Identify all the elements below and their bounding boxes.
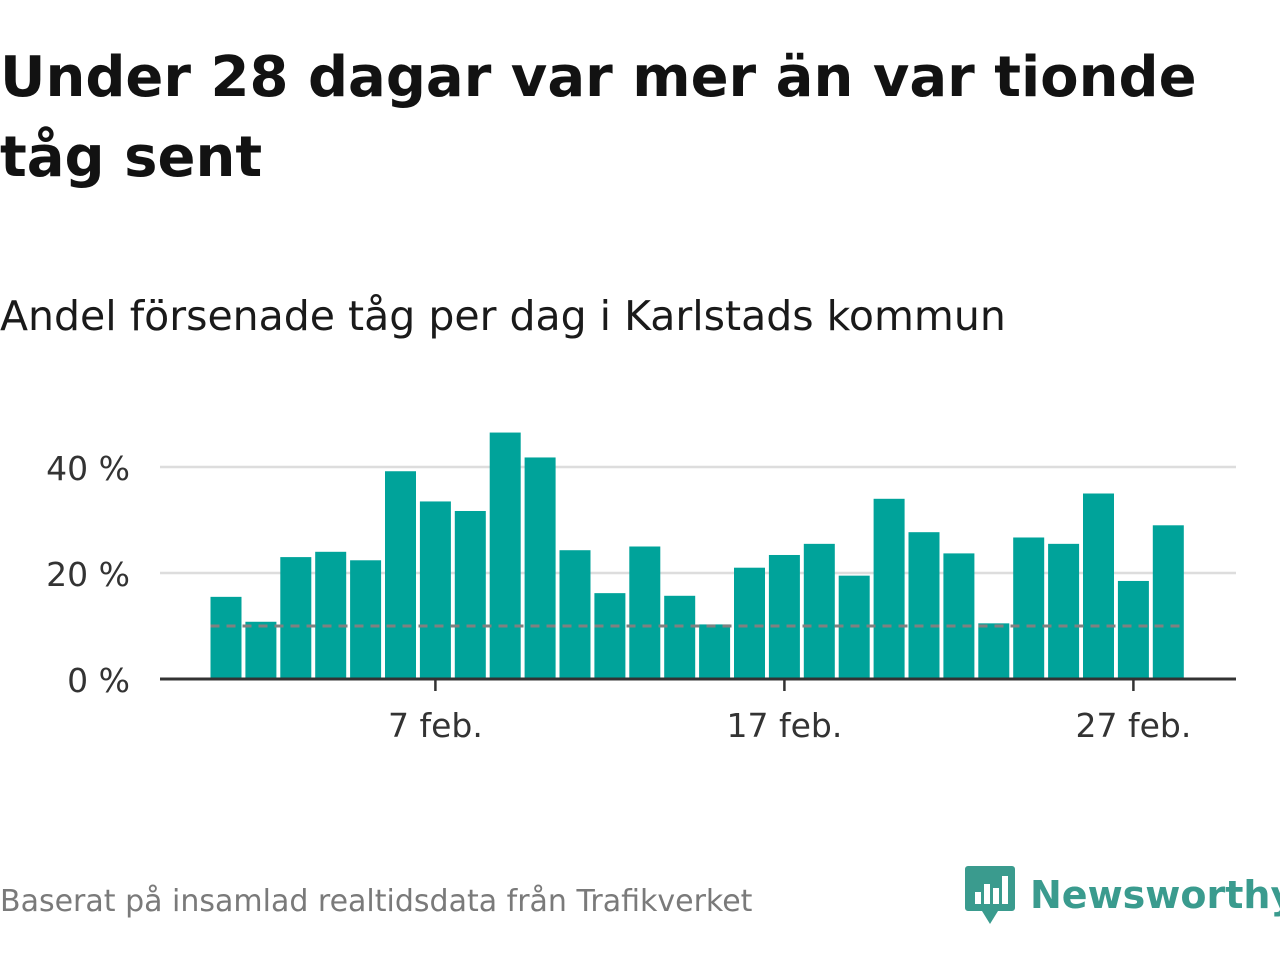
x-tick-label: 27 feb. — [1075, 706, 1191, 745]
bar — [1048, 543, 1080, 679]
bar — [245, 621, 277, 679]
bar — [978, 623, 1010, 679]
chart-title: Under 28 dagar var mer än var tionde tåg… — [0, 45, 1197, 190]
y-tick-label: 20 % — [46, 555, 130, 594]
bar — [489, 432, 521, 679]
bar — [1117, 580, 1149, 679]
bar — [315, 551, 347, 679]
bar — [385, 471, 416, 679]
bar — [1083, 493, 1114, 679]
bar-chart: 0 % 20 % 40 % 7 feb. 17 feb. 27 feb. — [46, 432, 1236, 745]
bar — [454, 510, 486, 679]
bars — [210, 432, 1184, 679]
bar — [1152, 525, 1184, 679]
y-tick-label: 0 % — [67, 661, 130, 700]
brand-logo: Newsworthy — [964, 862, 1280, 928]
x-tick-label: 17 feb. — [726, 706, 842, 745]
bar — [943, 553, 975, 679]
bar — [419, 501, 451, 679]
bar — [664, 595, 696, 679]
bar — [734, 567, 765, 679]
bar — [559, 550, 591, 679]
chart-subtitle: Andel försenade tåg per dag i Karlstads … — [0, 292, 1006, 340]
bar — [803, 543, 835, 679]
bar — [629, 546, 661, 679]
y-tick-label: 40 % — [46, 449, 130, 488]
x-axis-labels: 7 feb. 17 feb. 27 feb. — [388, 706, 1191, 745]
bar — [699, 624, 731, 679]
x-tick-label: 7 feb. — [388, 706, 483, 745]
y-axis-labels: 0 % 20 % 40 % — [46, 449, 130, 700]
source-note: Baserat på insamlad realtidsdata från Tr… — [0, 884, 753, 919]
bar — [1013, 537, 1045, 679]
newsworthy-logo-icon — [965, 866, 1015, 924]
bar — [594, 593, 626, 679]
bar — [280, 557, 312, 679]
bar — [524, 457, 556, 679]
brand-name: Newsworthy — [1030, 873, 1280, 917]
x-axis — [160, 677, 1236, 691]
bar — [768, 554, 800, 679]
bar — [873, 498, 905, 679]
bar — [210, 596, 242, 679]
bar — [350, 560, 382, 679]
bar — [908, 532, 940, 679]
